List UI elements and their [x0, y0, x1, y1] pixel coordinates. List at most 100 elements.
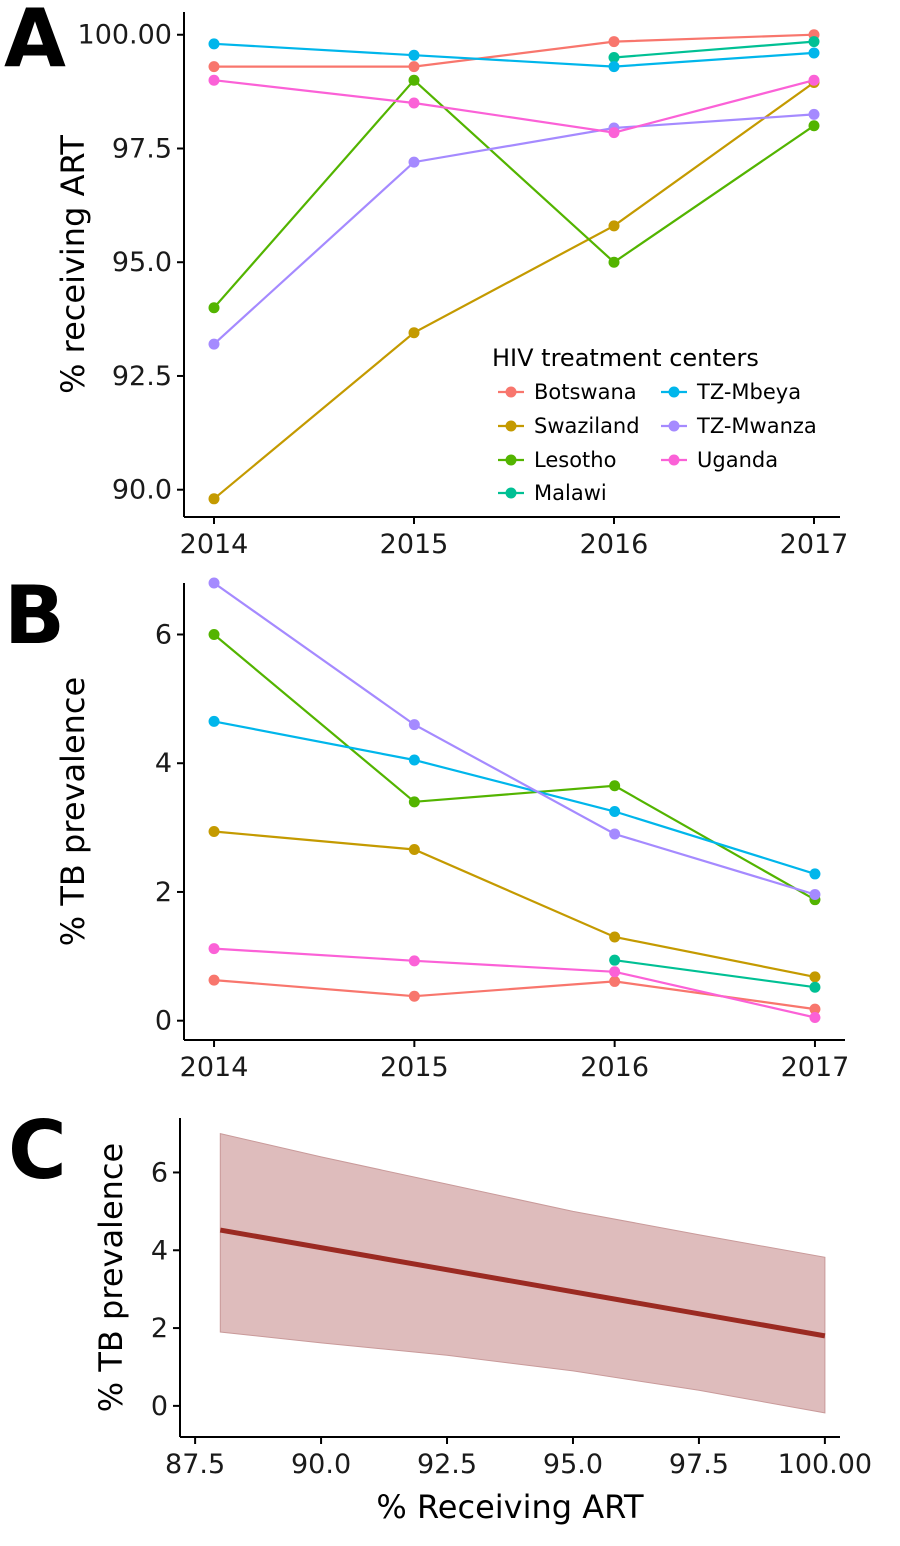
panel-c-y-tick-label: 0	[151, 1391, 168, 1422]
panel-a-point-swaziland	[208, 493, 220, 505]
panel-a-point-botswana	[408, 61, 420, 73]
panel-b-series-line-swaziland	[213, 830, 816, 978]
panel-b-point-uganda	[609, 966, 621, 978]
panel-b-series-line-malawi	[614, 959, 816, 989]
panel-b-series-botswana	[208, 974, 821, 1015]
panel-a-series-line-lesotho	[213, 78, 815, 309]
legend-label: Lesotho	[534, 448, 616, 472]
panel-a-point-tz-mwanza	[808, 108, 820, 120]
panel-c-x-tick-label: 100.00	[778, 1449, 872, 1480]
panel-b-point-tz-mwanza	[208, 577, 220, 589]
panel-b-point-uganda	[809, 1011, 821, 1023]
panel-a-series-line-botswana	[214, 33, 815, 68]
panel-letter-c: C	[8, 1104, 67, 1197]
panel-b-point-tz-mbeya	[208, 715, 220, 727]
panel-a-point-lesotho	[408, 74, 420, 86]
panel-a-y-tick-label: 90.0	[112, 475, 172, 506]
panel-a-point-swaziland	[408, 327, 420, 339]
panel-b-point-botswana	[809, 1003, 821, 1015]
legend-label: Malawi	[534, 481, 607, 505]
panel-a-point-malawi	[808, 36, 820, 48]
panel-b-point-uganda	[408, 955, 420, 967]
legend-key-dot	[505, 454, 517, 466]
panel-b-point-tz-mbeya	[609, 806, 621, 817]
panel-a-point-botswana	[208, 61, 220, 73]
panel-b-point-lesotho	[408, 796, 420, 808]
panel-a-point-uganda	[408, 97, 420, 109]
legend-label: Uganda	[697, 448, 778, 472]
legend-item-malawi: Malawi	[498, 481, 607, 505]
panel-a-point-swaziland	[608, 220, 620, 232]
panel-b-point-swaziland	[809, 971, 821, 983]
panel-c-fit-line	[219, 1227, 826, 1339]
panel-a-point-tz-mwanza	[208, 338, 220, 350]
panel-b-point-lesotho	[609, 780, 621, 792]
legend-item-botswana: Botswana	[498, 380, 637, 404]
panel-a-series-swaziland	[208, 77, 820, 505]
panel-a-series-line-malawi	[613, 40, 815, 59]
legend-key-dot	[505, 420, 517, 432]
panel-b-series-tz-mwanza	[208, 577, 821, 901]
panel-c-chart: 0 2 4 6 87.5 90.0 92.5 95.0 97.5 100.00 % TB preva…	[92, 1118, 872, 1526]
panel-c-y-axis-title: % TB prevalence	[92, 1143, 130, 1412]
panel-b-series-lesotho	[208, 628, 821, 906]
legend-label: Swaziland	[534, 414, 640, 438]
legend-item-uganda: Uganda	[661, 448, 778, 472]
legend-label: TZ-Mbeya	[696, 380, 801, 404]
panel-a-point-uganda	[808, 74, 820, 86]
panel-b-point-tz-mbeya	[809, 868, 821, 880]
panel-b-series-line-botswana	[213, 979, 816, 1011]
legend-label: TZ-Mwanza	[696, 414, 817, 438]
legend-item-swaziland: Swaziland	[498, 414, 640, 438]
panel-b-x-tick-label: 2016	[580, 1052, 649, 1083]
panel-a-y-tick-label: 95.0	[112, 247, 172, 278]
panel-b-y-axis-title: % TB prevalence	[54, 677, 92, 946]
panel-a-point-lesotho	[208, 302, 220, 314]
panel-c-y-tick-label: 4	[151, 1235, 168, 1266]
panel-a-series-line-tz-mbeya	[213, 42, 815, 68]
panel-a-y-tick-label: 97.5	[112, 133, 172, 164]
panel-a-y-tick-label: 92.5	[112, 361, 172, 392]
panel-a-y-axis-title: % receiving ART	[54, 135, 92, 394]
panel-a-x-tick-label: 2016	[580, 529, 649, 560]
panel-b-point-tz-mbeya	[408, 754, 420, 766]
panel-b-series-tz-mbeya	[208, 715, 821, 880]
panel-b-series-malawi	[609, 954, 821, 993]
panel-a-series-botswana	[208, 29, 820, 73]
panel-a-series-line-uganda	[213, 79, 815, 134]
panel-b-x-tick-label: 2015	[380, 1052, 449, 1083]
panel-c-y-tick-label: 2	[151, 1313, 168, 1344]
panel-b-point-tz-mwanza	[809, 889, 821, 901]
panel-a-series-tz-mwanza	[208, 108, 820, 350]
panel-a-series-uganda	[208, 74, 820, 139]
panel-c-x-tick-label: 90.0	[291, 1449, 351, 1480]
panel-a-series-lesotho	[208, 74, 820, 314]
panel-b-series-uganda	[208, 943, 821, 1023]
panel-c-y-tick-label: 6	[151, 1157, 168, 1188]
panel-b-point-uganda	[208, 943, 220, 955]
panel-b-y-tick-label: 2	[155, 877, 172, 908]
legend-label: Botswana	[534, 380, 637, 404]
legend-item-tz-mbeya: TZ-Mbeya	[661, 380, 801, 404]
panel-a-series-line-tz-mwanza	[213, 113, 815, 345]
panel-a-point-botswana	[608, 36, 620, 48]
panel-b-point-tz-mwanza	[609, 828, 621, 840]
panel-b-y-tick-label: 0	[155, 1006, 172, 1037]
panel-a-point-uganda	[208, 74, 220, 86]
panel-b-series-line-tz-mwanza	[213, 582, 816, 896]
panel-a-point-lesotho	[808, 120, 820, 132]
panel-a-y-tick-label: 100.00	[78, 20, 172, 51]
panel-a-point-tz-mbeya	[208, 38, 220, 50]
panel-b-chart: 0 2 4 6 2014 2015 2016 2017 % TB prevalence	[54, 577, 849, 1083]
panel-a-series-line-swaziland	[213, 81, 815, 500]
legend-key-dot	[505, 386, 517, 398]
panel-a-point-tz-mwanza	[408, 156, 420, 168]
panel-a-x-tick-label: 2015	[380, 529, 449, 560]
legend-key-dot	[668, 386, 680, 398]
panel-b-y-tick-label: 6	[155, 619, 172, 650]
panel-b-series-line-uganda	[213, 947, 816, 1019]
panel-b-point-swaziland	[208, 825, 220, 837]
legend-item-tz-mwanza: TZ-Mwanza	[661, 414, 817, 438]
panel-b-x-tick-label: 2014	[180, 1052, 249, 1083]
